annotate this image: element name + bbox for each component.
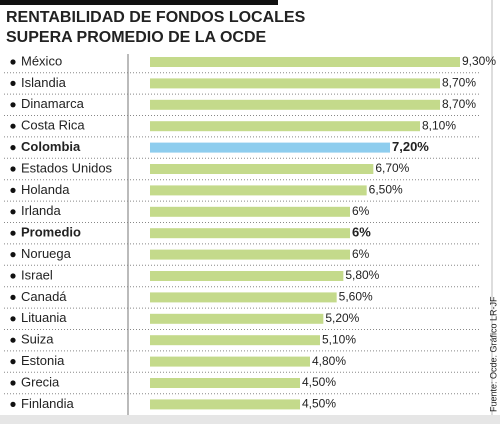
bullet: [10, 102, 16, 108]
value-label: 6%: [352, 247, 370, 261]
value-label: 5,20%: [325, 311, 359, 325]
category-label: Dinamarca: [21, 96, 85, 111]
bar: [150, 185, 367, 196]
category-label: Lituania: [21, 310, 67, 325]
bullet: [10, 145, 16, 151]
bar: [150, 399, 300, 410]
category-label: Promedio: [21, 225, 81, 240]
bar: [150, 164, 374, 174]
bar: [150, 206, 350, 217]
bullet: [10, 166, 16, 172]
bullet: [10, 294, 16, 300]
category-label: Colombia: [21, 139, 81, 154]
bullet: [10, 401, 16, 407]
category-label: Grecia: [21, 374, 60, 389]
bullet: [10, 337, 16, 343]
bullet: [10, 252, 16, 258]
category-label: Costa Rica: [21, 118, 85, 133]
bar: [150, 99, 440, 110]
category-label: México: [21, 53, 62, 68]
bar: [150, 249, 350, 260]
bar: [150, 335, 320, 346]
bullet: [10, 273, 16, 279]
bar: [150, 142, 390, 153]
value-label: 5,80%: [345, 268, 379, 282]
category-label: Israel: [21, 267, 53, 282]
value-label: 5,10%: [322, 332, 356, 346]
category-label: Estados Unidos: [21, 160, 113, 175]
bullet: [10, 209, 16, 215]
category-label: Suiza: [21, 332, 54, 347]
bullet: [10, 380, 16, 386]
bar: [150, 313, 324, 324]
value-label: 8,70%: [442, 76, 476, 90]
bullet: [10, 316, 16, 322]
bar: [150, 121, 420, 132]
bullet: [10, 123, 16, 129]
category-label: Islandia: [21, 75, 67, 90]
bar: [150, 378, 300, 388]
value-label: 6%: [352, 204, 370, 218]
value-label: 7,20%: [392, 139, 429, 154]
bullet: [10, 187, 16, 193]
category-label: Irlanda: [21, 203, 62, 218]
value-label: 6,50%: [369, 183, 403, 197]
source: Fuente: Ocde. Gráfico LR-JF: [488, 296, 498, 412]
bar: [150, 292, 337, 303]
bar: [150, 356, 310, 367]
category-label: Canadá: [21, 289, 67, 304]
title-line: RENTABILIDAD DE FONDOS LOCALES: [6, 9, 306, 26]
value-label: 8,70%: [442, 97, 476, 111]
bar: [150, 78, 440, 89]
value-label: 4,50%: [302, 375, 336, 389]
title-line: SUPERA PROMEDIO DE LA OCDE: [6, 29, 267, 46]
top-rule: [0, 0, 278, 5]
bar: [150, 228, 350, 239]
category-label: Noruega: [21, 246, 72, 261]
bullet: [10, 59, 16, 65]
value-label: 8,10%: [422, 118, 456, 132]
category-label: Finlandia: [21, 396, 75, 411]
bullet: [10, 359, 16, 365]
bullet: [10, 230, 16, 236]
category-label: Holanda: [21, 182, 70, 197]
value-label: 6%: [352, 225, 371, 240]
bullet: [10, 80, 16, 86]
value-label: 6,70%: [375, 161, 409, 175]
bottom-strip: [0, 415, 500, 424]
value-label: 4,50%: [302, 397, 336, 411]
bar: [150, 57, 460, 67]
bar: [150, 271, 344, 281]
category-label: Estonia: [21, 353, 65, 368]
value-label: 5,60%: [339, 290, 373, 304]
value-label: 9,30%: [462, 54, 496, 68]
value-label: 4,80%: [312, 354, 346, 368]
